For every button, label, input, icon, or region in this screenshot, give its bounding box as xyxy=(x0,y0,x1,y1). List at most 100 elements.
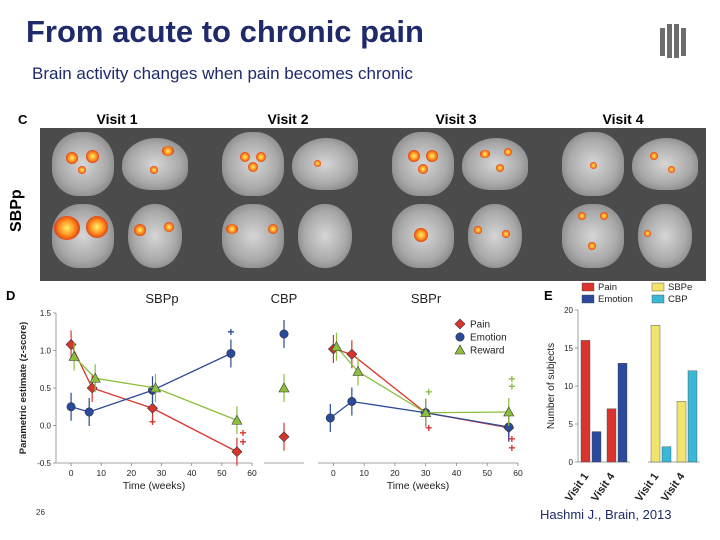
bar-y-axis-label: Number of subjects xyxy=(546,343,557,429)
bar-y-tick-label: 0 xyxy=(569,458,574,467)
legend-marker-reward xyxy=(454,344,466,355)
brain-slice-visit2-axial xyxy=(290,202,361,270)
bar-category-label: Visit 1 xyxy=(633,471,661,504)
legend-swatch-sbpe xyxy=(651,282,665,292)
data-point-reward xyxy=(149,382,162,393)
data-point-reward xyxy=(352,365,364,376)
brain-slice-visit4-sagittal xyxy=(630,130,701,198)
bar-category-label: Visit 4 xyxy=(589,470,618,504)
data-point-reward xyxy=(231,414,243,425)
series-line-emotion xyxy=(329,400,509,428)
visit-1-label: Visit 1 xyxy=(96,111,138,127)
bar-y-tick-label: 15 xyxy=(564,344,573,353)
x-tick-label: 0 xyxy=(69,468,74,478)
x-tick-label: 50 xyxy=(482,468,492,478)
legend-label-pain: Pain xyxy=(598,282,617,293)
series-line-pain xyxy=(70,344,238,453)
data-point-emotion xyxy=(226,348,236,358)
data-point-emotion xyxy=(279,329,289,339)
significance-mark: + xyxy=(149,415,156,429)
data-point-reward xyxy=(89,372,101,383)
significance-mark: + xyxy=(508,432,515,446)
legend-label-cbp: CBP xyxy=(668,294,688,305)
x-tick-label: 30 xyxy=(157,468,167,478)
slide-number: 26 xyxy=(36,508,45,517)
panel-c-letter: C xyxy=(18,112,28,127)
legend-label-sbpe: SBPe xyxy=(668,282,692,293)
significance-mark: + xyxy=(239,435,246,449)
x-tick-label: 50 xyxy=(217,468,227,478)
x-tick-label: 40 xyxy=(452,468,462,478)
panel-title: CBP xyxy=(271,291,298,306)
institution-logo-icon xyxy=(660,24,686,58)
data-point-emotion xyxy=(84,407,94,417)
data-point-pain xyxy=(346,348,358,360)
bar-y-tick-label: 10 xyxy=(564,382,573,391)
brain-slice-visit2-coronal xyxy=(218,130,289,198)
brain-slice-visit3-coronal-lower xyxy=(388,202,459,270)
x-tick-label: 60 xyxy=(513,468,523,478)
bar-pain xyxy=(606,408,617,463)
data-point-pain xyxy=(278,431,290,443)
visit-3-label: Visit 3 xyxy=(435,111,477,127)
data-point-emotion xyxy=(347,396,357,406)
bar-y-tick-label: 5 xyxy=(569,420,574,429)
legend-marker-pain xyxy=(454,318,466,330)
panel-title: SBPp xyxy=(145,291,178,306)
data-point-reward xyxy=(278,382,290,393)
legend-swatch-pain xyxy=(581,282,595,292)
y-tick-label: -0.5 xyxy=(37,459,51,468)
brain-slice-visit3-coronal xyxy=(388,130,459,198)
x-tick-label: 20 xyxy=(127,468,137,478)
significance-mark: + xyxy=(239,426,246,440)
data-point-emotion xyxy=(66,402,76,412)
x-tick-label: 60 xyxy=(247,468,257,478)
slide-title: From acute to chronic pain xyxy=(26,14,424,49)
bar-category-label: Visit 1 xyxy=(563,471,591,504)
legend-label-pain: Pain xyxy=(470,320,490,331)
significance-mark: + xyxy=(508,380,515,394)
x-tick-label: 20 xyxy=(390,468,400,478)
x-axis-label: Time (weeks) xyxy=(123,480,186,492)
brain-slice-visit1-coronal xyxy=(48,130,119,198)
x-tick-label: 30 xyxy=(421,468,431,478)
x-tick-label: 0 xyxy=(331,468,336,478)
bar-sbpe xyxy=(676,401,687,463)
data-point-pain xyxy=(231,446,243,458)
series-line-reward xyxy=(335,346,509,414)
bar-pain xyxy=(580,340,591,463)
visit-2-label: Visit 2 xyxy=(267,111,309,127)
x-tick-label: 10 xyxy=(96,468,106,478)
data-point-emotion xyxy=(325,413,335,423)
panel-title: SBPr xyxy=(411,291,442,306)
brain-slice-visit1-coronal-lower xyxy=(48,202,119,270)
y-tick-label: 1.5 xyxy=(40,309,52,318)
series-line-emotion xyxy=(70,352,232,413)
visit-4-label: Visit 4 xyxy=(602,111,644,127)
brain-slice-visit3-sagittal xyxy=(460,130,531,198)
data-point-reward xyxy=(420,407,432,418)
brain-slice-visit4-axial xyxy=(630,202,701,270)
x-tick-label: 40 xyxy=(187,468,197,478)
data-point-reward xyxy=(330,341,342,352)
series-line-reward xyxy=(73,356,238,421)
panel-e-letter: E xyxy=(544,288,553,303)
legend-marker-emotion xyxy=(455,332,465,342)
y-tick-label: 1.0 xyxy=(40,347,52,356)
bar-category-label: Visit 4 xyxy=(659,470,688,504)
brain-slice-visit1-axial xyxy=(120,202,191,270)
brain-slice-visit2-coronal-lower xyxy=(218,202,289,270)
slide-subtitle: Brain activity changes when pain becomes… xyxy=(32,64,413,83)
legend-label-reward: Reward xyxy=(470,346,504,357)
bar-cbp xyxy=(661,446,672,463)
legend-label-emotion: Emotion xyxy=(470,333,507,344)
bar-emotion xyxy=(591,431,602,463)
significance-mark: + xyxy=(425,385,432,399)
data-point-reward xyxy=(503,406,515,417)
y-tick-label: 0.5 xyxy=(40,384,52,393)
significance-mark: + xyxy=(508,372,515,386)
legend-label-emotion: Emotion xyxy=(598,294,633,305)
brain-slice-visit4-coronal-lower xyxy=(558,202,629,270)
significance-mark: + xyxy=(508,441,515,455)
